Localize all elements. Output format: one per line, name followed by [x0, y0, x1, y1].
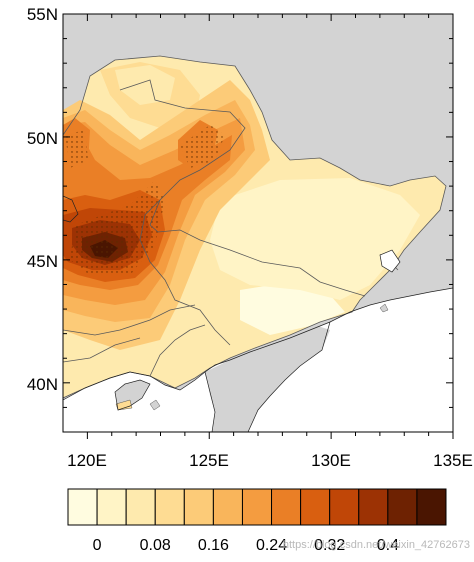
- colorbar-swatch: [96, 488, 127, 526]
- lon-label-120e: 120E: [67, 451, 107, 470]
- map-panel: [63, 14, 453, 432]
- colorbar-swatch: [241, 488, 273, 526]
- colorbar-swatch: [154, 488, 185, 526]
- coastlines: [63, 195, 453, 432]
- colorbar-label: 0.4: [377, 537, 399, 554]
- shaded-region: [63, 56, 446, 398]
- lat-label-40n: 40N: [27, 375, 58, 394]
- lon-label-135e: 135E: [433, 451, 473, 470]
- colorbar-label: 0.08: [140, 537, 171, 554]
- lon-label-125e: 125E: [189, 451, 229, 470]
- longitude-axis: [86, 14, 454, 439]
- colorbar-swatch: [67, 488, 98, 526]
- colorbar-swatch: [329, 488, 360, 526]
- lat-label-50n: 50N: [27, 129, 58, 148]
- colorbar-label: 0.16: [198, 537, 229, 554]
- colorbar-swatch: [271, 488, 302, 526]
- colorbar-swatch: [183, 488, 214, 526]
- watermark: https://blog.csdn.net/weixin_42762673: [283, 539, 470, 551]
- colorbar-labels: 0 0.08 0.16 0.24 0.32 0.4: [93, 537, 399, 554]
- colorbar-label: 0: [93, 537, 102, 554]
- lat-label-55n: 55N: [27, 5, 58, 24]
- lat-label-45n: 45N: [27, 252, 58, 271]
- province-boundaries: [63, 55, 447, 399]
- colorbar-swatch: [125, 488, 156, 526]
- colorbar-swatch: [416, 488, 447, 526]
- colorbar-label: 0.24: [256, 537, 287, 554]
- colorbar: [67, 488, 447, 526]
- colorbar-swatch: [300, 488, 331, 526]
- colorbar-swatch: [212, 488, 243, 526]
- lon-label-130e: 130E: [311, 451, 351, 470]
- colorbar-label: 0.32: [314, 537, 345, 554]
- korea-peninsula: [205, 326, 330, 432]
- colorbar-swatch: [387, 488, 418, 526]
- coastal-islands: [115, 303, 389, 411]
- colorbar-swatch: [358, 488, 389, 526]
- latitude-axis: [63, 13, 453, 408]
